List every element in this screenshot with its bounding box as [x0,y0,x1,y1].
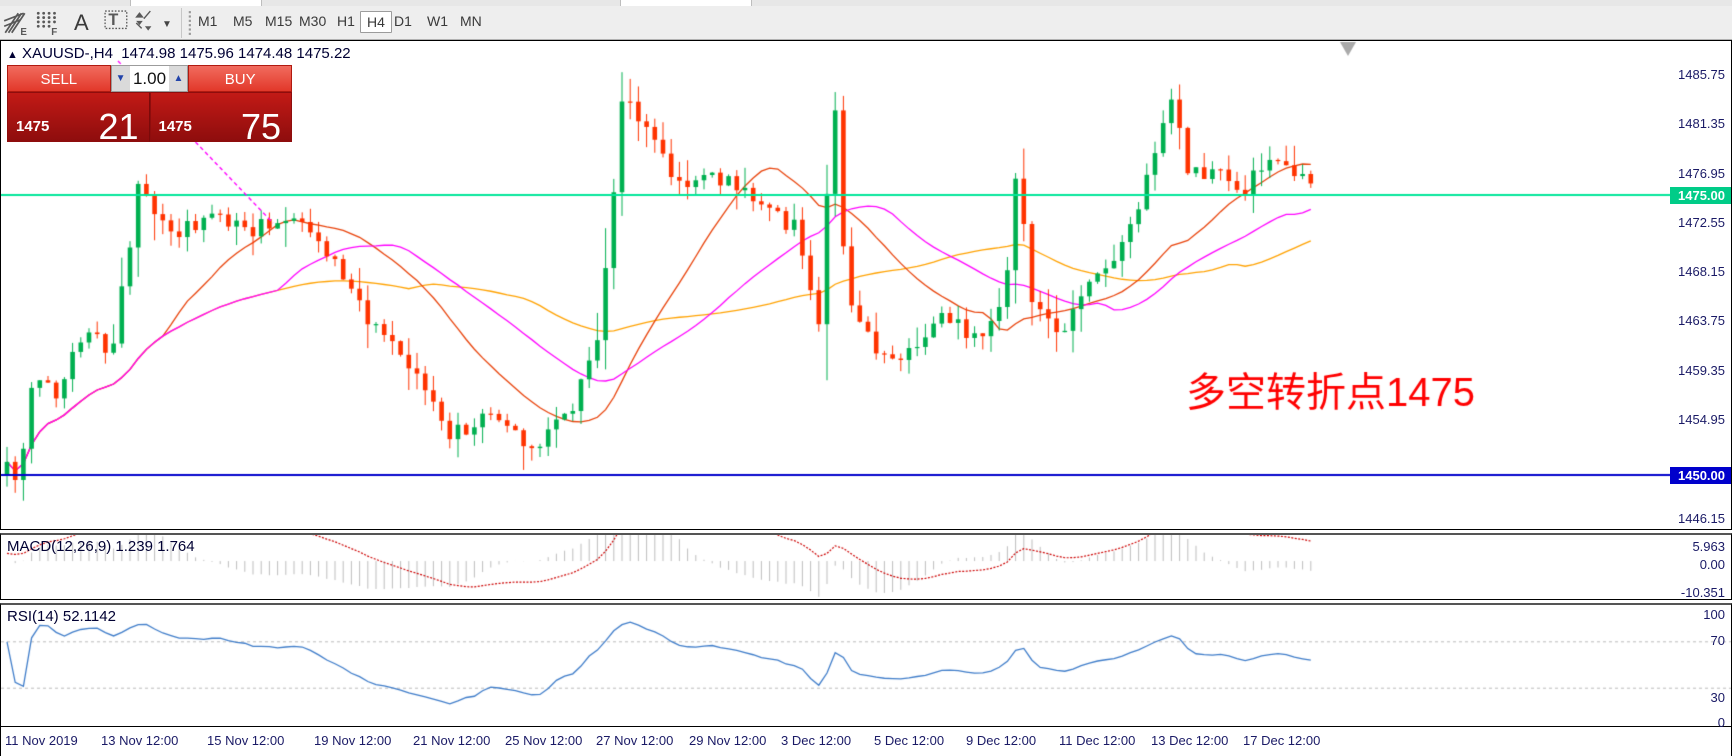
svg-text:T: T [108,11,118,29]
svg-text:E: E [20,27,27,36]
svg-text:F: F [51,27,57,36]
